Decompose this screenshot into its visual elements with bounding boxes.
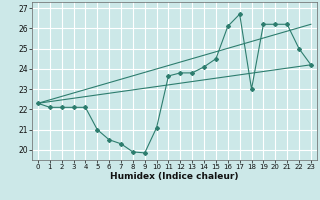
X-axis label: Humidex (Indice chaleur): Humidex (Indice chaleur) [110, 172, 239, 181]
